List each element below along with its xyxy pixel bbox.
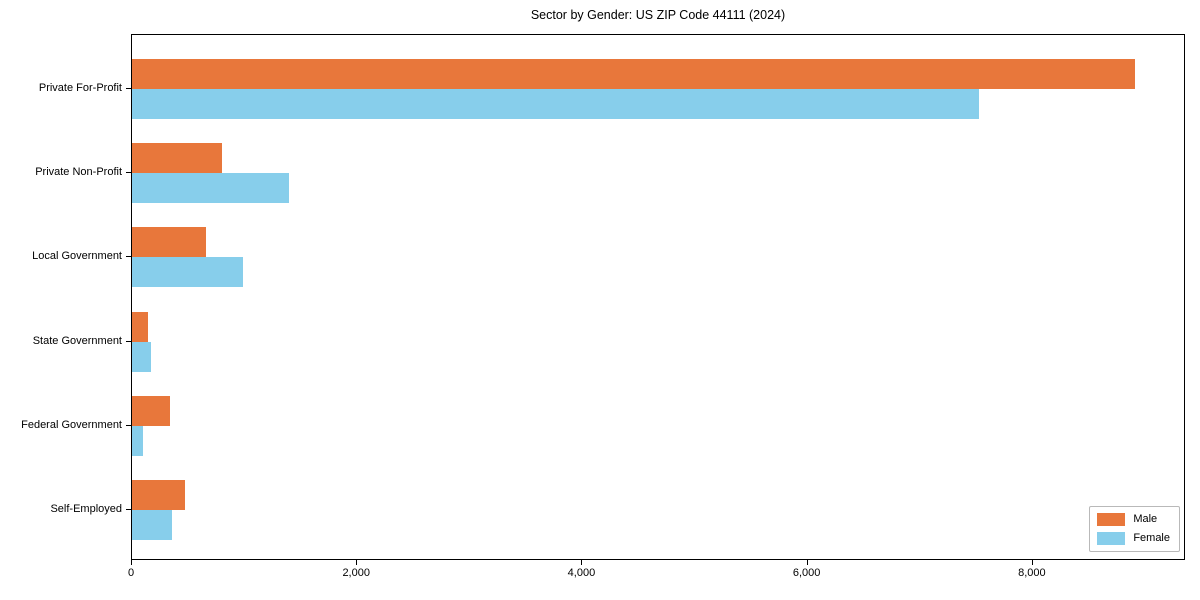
legend-swatch-male (1097, 513, 1126, 526)
legend-label-female: Female (1133, 532, 1170, 544)
male-bar-0 (132, 59, 1135, 89)
legend-entry-male: Male (1097, 513, 1170, 526)
female-bar-4 (132, 425, 144, 456)
x-tick-1 (356, 560, 358, 565)
female-bar-3 (132, 341, 151, 372)
category-label-4: Federal Government (21, 418, 122, 431)
y-tick-0 (126, 88, 131, 89)
legend-label-male: Male (1133, 513, 1158, 525)
y-tick-2 (126, 256, 131, 258)
y-tick-5 (126, 509, 131, 510)
x-tick-label-4: 8,000 (1018, 567, 1046, 579)
legend: Male Female (1089, 506, 1180, 552)
y-tick-3 (126, 340, 131, 342)
category-label-3: State Government (32, 334, 122, 347)
x-tick-2 (581, 560, 583, 565)
x-tick-4 (1031, 560, 1033, 565)
plot-area: Male Female (131, 34, 1185, 560)
male-bar-4 (132, 395, 171, 426)
x-tick-label-0: 0 (127, 567, 135, 579)
category-label-1: Private Non-Profit (35, 166, 122, 179)
x-tick-0 (131, 560, 132, 565)
x-tick-label-3: 6,000 (792, 567, 821, 579)
legend-entry-female: Female (1097, 532, 1170, 545)
female-bar-2 (132, 257, 243, 288)
y-tick-1 (126, 172, 131, 174)
category-label-5: Self-Employed (50, 503, 122, 515)
female-bar-0 (132, 89, 980, 119)
male-bar-1 (132, 143, 222, 174)
male-bar-5 (132, 480, 185, 510)
category-label-2: Local Government (32, 250, 122, 263)
female-bar-1 (132, 173, 290, 204)
x-tick-label-1: 2,000 (342, 567, 370, 579)
legend-swatch-female (1097, 532, 1126, 545)
female-bar-5 (132, 510, 172, 540)
x-tick-label-2: 4,000 (567, 567, 596, 579)
chart-title: Sector by Gender: US ZIP Code 44111 (202… (530, 8, 786, 22)
category-label-0: Private For-Profit (38, 82, 122, 94)
x-tick-3 (806, 560, 808, 565)
male-bar-3 (132, 311, 148, 342)
male-bar-2 (132, 227, 207, 258)
y-tick-4 (126, 424, 131, 426)
